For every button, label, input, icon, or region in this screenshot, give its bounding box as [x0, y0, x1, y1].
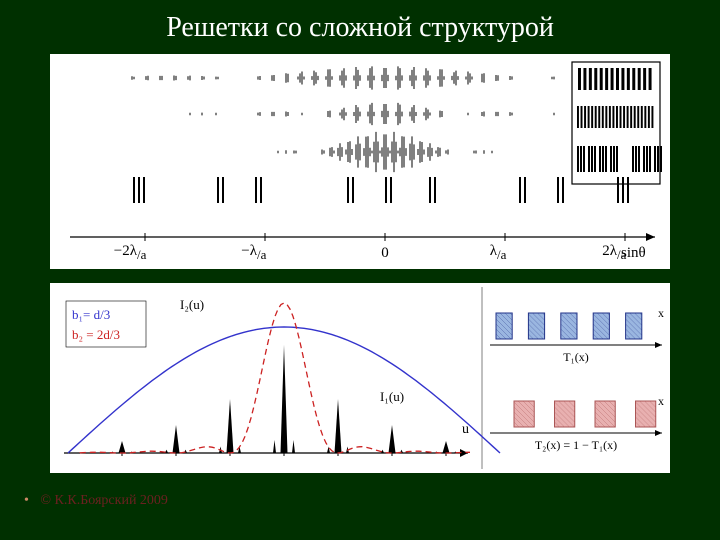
svg-text:x: x — [658, 394, 664, 408]
svg-text:−2λ: −2λ — [114, 243, 138, 259]
svg-text:I₂(u): I₂(u) — [180, 297, 204, 312]
panel-diffraction-rows: −2λ/a−λ/a0λ/a2λ/asinθ — [50, 54, 670, 269]
svg-text:/a: /a — [257, 247, 267, 262]
svg-text:0: 0 — [381, 245, 389, 261]
svg-text:sinθ: sinθ — [621, 245, 646, 261]
footer-copyright: © К.К.Боярский 2009 — [40, 493, 168, 508]
svg-text:b₂ = 2d/3: b₂ = 2d/3 — [72, 327, 120, 342]
panel-intensity-transmission: ub₁= d/3b₂ = 2d/3I₂(u)I₁(u)xT₁(x)xT₂(x) … — [50, 283, 670, 473]
footer: • © К.К.Боярский 2009 — [0, 487, 720, 515]
slide-title: Решетки со сложной структурой — [0, 0, 720, 54]
svg-text:I₁(u): I₁(u) — [380, 389, 404, 404]
footer-bullet: • — [24, 493, 29, 508]
intensity-svg: ub₁= d/3b₂ = 2d/3I₂(u)I₁(u)xT₁(x)xT₂(x) … — [50, 283, 670, 473]
svg-text:b₁= d/3: b₁= d/3 — [72, 307, 110, 322]
svg-text:/a: /a — [497, 247, 507, 262]
svg-text:x: x — [658, 306, 664, 320]
svg-text:/a: /a — [137, 247, 147, 262]
svg-text:−λ: −λ — [241, 243, 257, 259]
svg-text:2λ: 2λ — [602, 243, 618, 259]
svg-text:T₂(x) = 1 − T₁(x): T₂(x) = 1 − T₁(x) — [535, 438, 617, 452]
svg-text:T₁(x): T₁(x) — [563, 350, 589, 364]
diffraction-svg: −2λ/a−λ/a0λ/a2λ/asinθ — [50, 54, 670, 269]
